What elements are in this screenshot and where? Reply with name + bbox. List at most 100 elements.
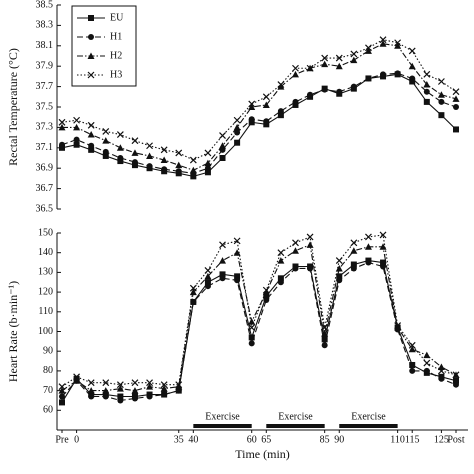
- marker: [87, 387, 95, 394]
- marker: [146, 163, 153, 170]
- marker: [437, 78, 445, 85]
- marker: [189, 288, 197, 296]
- marker: [233, 249, 241, 256]
- marker: [131, 159, 138, 166]
- marker: [175, 381, 183, 389]
- marker: [204, 272, 212, 280]
- marker: [409, 367, 416, 374]
- marker: [453, 377, 459, 384]
- marker: [117, 393, 124, 400]
- marker: [204, 159, 212, 167]
- marker: [73, 141, 80, 148]
- legend-label: EU: [110, 12, 124, 23]
- marker: [394, 42, 402, 49]
- marker: [117, 158, 124, 165]
- marker: [87, 131, 95, 138]
- y-tick-label: 37.7: [36, 81, 54, 92]
- marker: [58, 123, 66, 131]
- marker: [409, 361, 416, 368]
- marker: [292, 64, 299, 72]
- marker: [292, 101, 299, 108]
- marker: [219, 271, 226, 278]
- y-tick-label: 38.5: [36, 0, 54, 10]
- y-tick-label: 120: [38, 286, 53, 297]
- legend-label: H3: [110, 69, 122, 80]
- marker: [306, 64, 314, 72]
- marker: [292, 265, 299, 272]
- marker: [263, 296, 270, 303]
- marker: [321, 329, 329, 337]
- marker: [146, 142, 153, 150]
- marker: [87, 121, 95, 129]
- marker: [102, 152, 109, 159]
- marker: [116, 131, 124, 138]
- marker: [190, 173, 197, 180]
- marker: [453, 104, 459, 110]
- marker: [380, 259, 387, 266]
- series-line: [61, 73, 457, 177]
- y-tick-label: 36.9: [36, 162, 54, 173]
- marker: [437, 91, 445, 98]
- marker: [336, 277, 343, 284]
- marker: [379, 40, 387, 47]
- marker: [335, 257, 343, 265]
- marker: [73, 123, 81, 131]
- series-line: [61, 39, 457, 161]
- marker: [234, 277, 241, 284]
- marker: [102, 393, 109, 400]
- marker: [350, 50, 358, 58]
- y-tick-label: 140: [38, 247, 53, 258]
- marker: [350, 261, 357, 268]
- marker: [131, 379, 139, 387]
- marker: [146, 383, 154, 390]
- marker: [408, 341, 416, 349]
- marker: [262, 93, 270, 101]
- marker: [394, 324, 402, 331]
- marker: [59, 144, 65, 151]
- marker: [88, 142, 95, 149]
- marker: [117, 155, 124, 161]
- x-axis-title: Time (min): [235, 447, 290, 461]
- marker: [219, 241, 226, 249]
- marker: [219, 275, 226, 282]
- y-tick-label: 37.5: [36, 101, 54, 112]
- marker: [306, 233, 314, 241]
- marker: [248, 116, 255, 123]
- marker: [131, 395, 138, 402]
- marker: [161, 166, 168, 173]
- series-line: [62, 43, 457, 171]
- marker: [160, 146, 168, 154]
- x-tick-label: 35: [174, 434, 184, 445]
- y-tick-label: 37.1: [36, 142, 54, 153]
- marker: [453, 381, 459, 388]
- marker: [131, 137, 139, 145]
- marker: [233, 116, 241, 124]
- marker: [277, 112, 284, 119]
- marker: [131, 387, 139, 394]
- marker: [321, 336, 328, 343]
- y-tick-label: 38.1: [36, 40, 54, 51]
- marker: [452, 371, 460, 379]
- marker: [277, 81, 285, 88]
- marker: [88, 146, 95, 153]
- marker: [234, 129, 241, 136]
- marker: [365, 44, 372, 52]
- marker: [73, 377, 81, 384]
- marker: [379, 36, 387, 44]
- marker: [88, 34, 94, 40]
- marker: [175, 161, 183, 169]
- marker: [175, 168, 182, 175]
- exercise-bar: [266, 424, 325, 428]
- marker: [248, 100, 256, 108]
- legend-label: H2: [110, 50, 122, 61]
- marker: [321, 54, 329, 62]
- marker: [437, 367, 445, 375]
- marker: [379, 231, 387, 239]
- marker: [364, 243, 372, 250]
- marker: [350, 265, 357, 272]
- marker: [204, 279, 211, 286]
- marker: [423, 81, 431, 88]
- annotation: Exercise: [205, 411, 240, 422]
- marker: [423, 88, 430, 95]
- marker: [321, 342, 328, 349]
